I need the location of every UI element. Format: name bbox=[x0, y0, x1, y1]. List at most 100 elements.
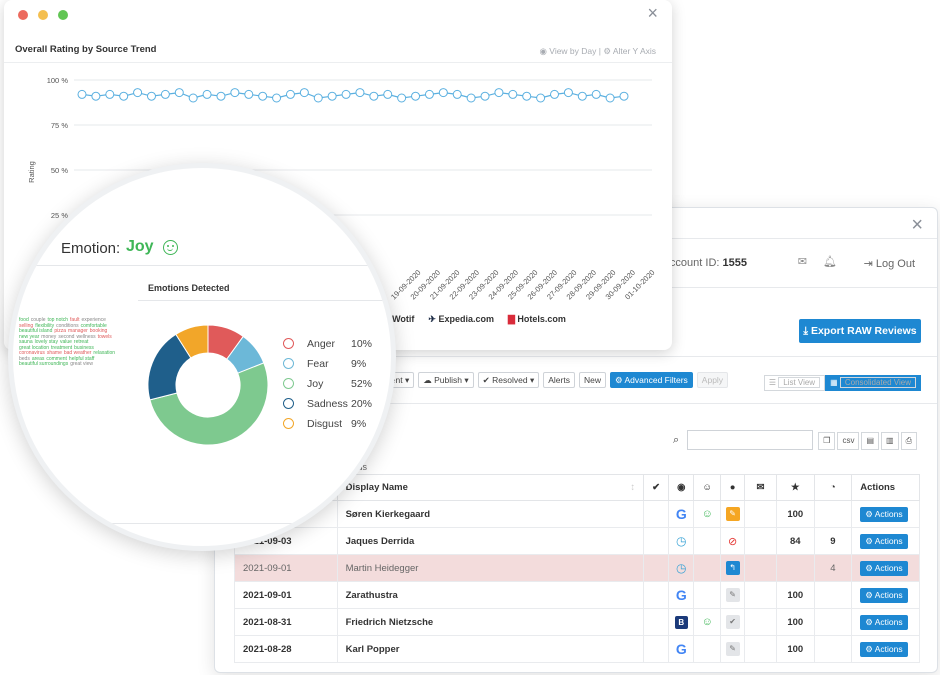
minimize-dot[interactable] bbox=[38, 10, 48, 20]
view-by-day-link[interactable]: ◉ View by Day bbox=[539, 46, 597, 56]
close-icon[interactable]: × bbox=[911, 214, 923, 236]
close-icon[interactable]: × bbox=[647, 3, 658, 23]
legend-expedia[interactable]: ✈ Expedia.com bbox=[428, 314, 494, 324]
reviews-table: Display Name ↕ ✔ ◉ ☺ ● ✉ ★ ◔ Actions Søre… bbox=[234, 474, 920, 663]
row-date: 2021-08-28 bbox=[234, 635, 338, 663]
pdf-icon[interactable]: ▥ bbox=[881, 432, 899, 450]
word-cloud-term: booking bbox=[89, 328, 108, 334]
consolidated-view-button[interactable]: ▦ Consolidated View bbox=[825, 375, 921, 391]
emotions-detected-title: Emotions Detected bbox=[148, 283, 230, 293]
emotion-face-icon bbox=[283, 358, 294, 369]
print-icon[interactable]: ⎙ bbox=[900, 432, 917, 450]
csv-button[interactable]: csv bbox=[837, 432, 860, 450]
chart-options: ◉ View by Day | ⚙ Alter Y Axis bbox=[539, 46, 656, 56]
rss-icon[interactable]: ◉ bbox=[668, 474, 695, 501]
word-cloud-term: food bbox=[19, 317, 29, 323]
emotions-donut-chart bbox=[147, 324, 269, 446]
row-rating: 100 bbox=[775, 635, 815, 663]
comment-icon[interactable]: ● bbox=[720, 474, 746, 501]
word-cloud-term: top notch bbox=[47, 317, 69, 323]
emotion-value: Joy bbox=[126, 238, 154, 255]
row-rating: 84 bbox=[775, 527, 815, 555]
series-point bbox=[577, 91, 587, 101]
export-raw-reviews-button[interactable]: ⤓ Export RAW Reviews bbox=[799, 319, 921, 343]
table-row[interactable]: 2021-09-01 Martin Heidegger ◷ ↰ 4 ⚙ Acti… bbox=[234, 554, 920, 582]
logout-link[interactable]: ⇥ Log Out bbox=[863, 258, 915, 270]
table-row[interactable]: 2021-08-28 Karl Popper G ✎ 100 ⚙ Actions bbox=[234, 635, 920, 663]
word-cloud-term: helpful staff bbox=[68, 355, 95, 362]
advanced-filters-button[interactable]: ⚙ Advanced Filters bbox=[609, 372, 693, 388]
new-filter[interactable]: New bbox=[578, 372, 606, 388]
series-point bbox=[605, 93, 615, 103]
gauge-icon[interactable]: ◔ bbox=[813, 474, 853, 501]
word-cloud-term: experience bbox=[81, 317, 106, 323]
maximize-dot[interactable] bbox=[58, 10, 68, 20]
bell-icon[interactable]: 🔔︎ bbox=[823, 256, 837, 268]
actions-button[interactable]: ⚙ Actions bbox=[851, 608, 920, 636]
series-point bbox=[563, 88, 573, 98]
series-point bbox=[327, 91, 337, 101]
row-date: 2021-08-31 bbox=[234, 608, 338, 636]
reply-icon[interactable]: ✎ bbox=[720, 635, 746, 663]
resolved-filter[interactable]: ✔ Resolved ▾ bbox=[477, 372, 540, 388]
word-cloud-term: coronavirus bbox=[19, 350, 45, 356]
search-input[interactable] bbox=[687, 430, 813, 450]
word-cloud-term: areas bbox=[31, 355, 45, 362]
emotion-face-icon bbox=[283, 338, 294, 349]
actions-button[interactable]: ⚙ Actions bbox=[851, 635, 920, 663]
check-icon[interactable]: ✔ bbox=[720, 608, 746, 636]
series-point bbox=[188, 93, 198, 103]
apply-button[interactable]: Apply bbox=[696, 372, 729, 388]
y-axis-label: Rating bbox=[27, 161, 36, 183]
legend-hotels[interactable]: ▇ Hotels.com bbox=[507, 314, 566, 324]
table-row[interactable]: 2021-09-01 Zarathustra G ✎ 100 ⚙ Actions bbox=[234, 581, 920, 609]
row-rating bbox=[775, 554, 815, 582]
word-cloud-term: shame bbox=[46, 350, 62, 356]
reply-icon[interactable]: ✎ bbox=[720, 581, 746, 609]
word-cloud-term: couple bbox=[30, 317, 46, 323]
series-line bbox=[81, 91, 625, 99]
series-point bbox=[174, 88, 184, 98]
actions-button[interactable]: ⚙ Actions bbox=[851, 500, 920, 528]
series-point bbox=[452, 89, 462, 99]
table-row[interactable]: 2021-08-31 Friedrich Nietzsche B ☺ ✔ 100… bbox=[234, 608, 920, 636]
alter-y-axis-link[interactable]: ⚙ Alter Y Axis bbox=[603, 46, 656, 56]
actions-column-header[interactable]: Actions bbox=[851, 474, 920, 501]
divider bbox=[4, 62, 672, 63]
series-point bbox=[146, 91, 156, 101]
mail-icon[interactable]: ✉ bbox=[797, 256, 807, 268]
smile-icon[interactable]: ☺ bbox=[693, 474, 722, 501]
export-tools: ❐ csv ▤ ▥ ⎙ bbox=[818, 432, 917, 450]
actions-button[interactable]: ⚙ Actions bbox=[851, 581, 920, 609]
copy-icon[interactable]: ❐ bbox=[818, 432, 836, 450]
emotion-magnifier: Emotion: Joy Emotions Detected food coupl… bbox=[8, 163, 396, 551]
word-cloud-term: treatment bbox=[51, 344, 73, 351]
word-cloud-term: comfortable bbox=[80, 322, 107, 329]
emotion-percent: 52% bbox=[351, 378, 373, 390]
alerts-filter[interactable]: Alerts bbox=[543, 372, 575, 388]
check-column-header[interactable]: ✔ bbox=[643, 474, 670, 501]
envelope-icon[interactable]: ✉ bbox=[744, 474, 777, 501]
chart-legend: ✔ Wotif ✈ Expedia.com ▇ Hotels.com bbox=[382, 314, 566, 325]
word-cloud-term: beds bbox=[19, 355, 30, 362]
word-cloud-term: flexibility bbox=[35, 322, 55, 329]
display-name-column-header[interactable]: Display Name ↕ bbox=[336, 474, 645, 501]
reply-icon[interactable]: ↰ bbox=[720, 554, 746, 582]
actions-button[interactable]: ⚙ Actions bbox=[851, 554, 920, 582]
close-dot[interactable] bbox=[18, 10, 28, 20]
publish-filter[interactable]: ☁ Publish ▾ bbox=[418, 372, 474, 388]
excel-icon[interactable]: ▤ bbox=[861, 432, 880, 450]
divider bbox=[13, 523, 391, 524]
actions-button[interactable]: ⚙ Actions bbox=[851, 527, 920, 555]
y-tick-label: 50 % bbox=[51, 166, 68, 175]
word-cloud-term: manager bbox=[68, 328, 88, 334]
row-extra bbox=[813, 635, 853, 663]
series-point bbox=[272, 93, 282, 103]
reply-icon[interactable]: ✎ bbox=[720, 500, 746, 528]
word-cloud-term: value bbox=[59, 339, 72, 345]
word-cloud-term: business bbox=[74, 344, 94, 351]
list-view-button[interactable]: ☰ List View bbox=[763, 375, 826, 391]
star-icon[interactable]: ★ bbox=[775, 474, 815, 501]
divider bbox=[215, 403, 937, 404]
table-row[interactable]: 2021-09-03 Jaques Derrida ◷ ⊘ 84 9 ⚙ Act… bbox=[234, 527, 920, 555]
